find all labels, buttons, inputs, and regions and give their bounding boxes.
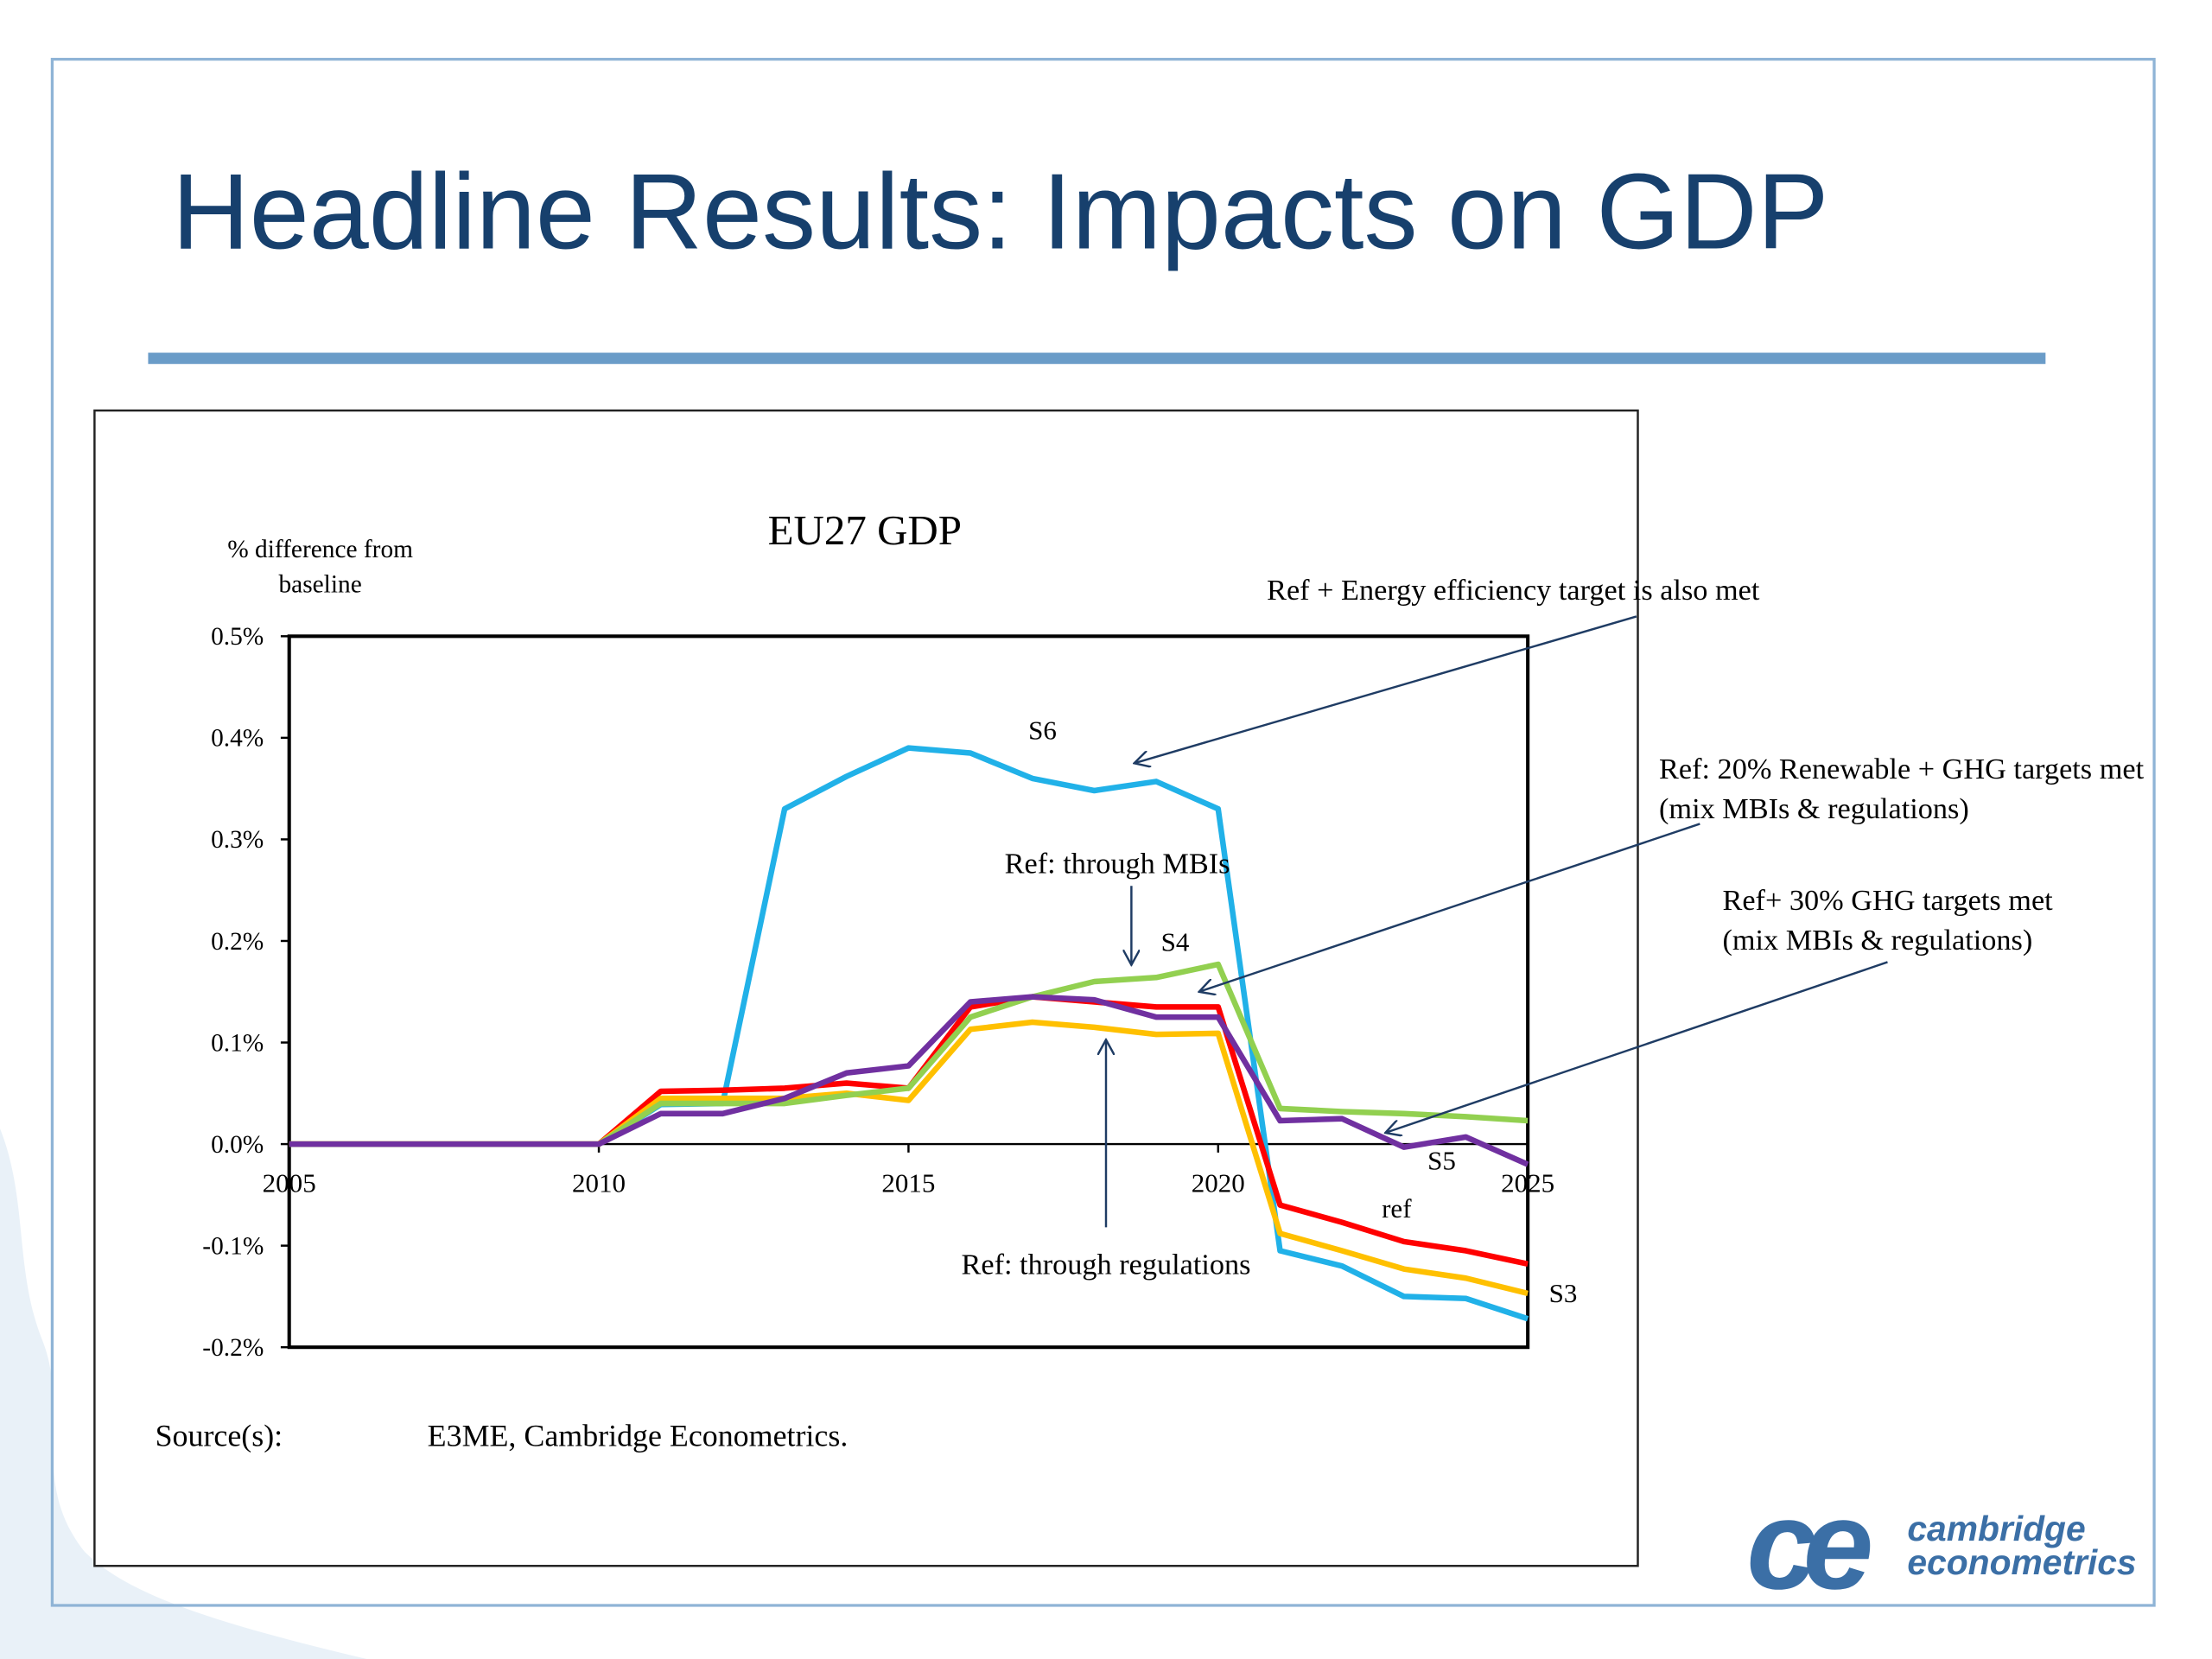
annotation: (mix MBIs & regulations) xyxy=(1722,924,2032,957)
annotation-arrow xyxy=(1385,961,1888,1133)
decoration xyxy=(0,1128,367,1659)
y-tick-label: 0.5% xyxy=(211,623,264,651)
x-tick-label: 2025 xyxy=(1501,1168,1554,1198)
series-label: ref xyxy=(1382,1193,1412,1224)
series-label: S4 xyxy=(1161,926,1190,957)
annotation: Ref+ 30% GHG targets met xyxy=(1722,884,2053,917)
y-tick-label: 0.2% xyxy=(211,928,264,956)
annotation-arrow xyxy=(1199,823,1700,991)
annotation: Ref: through MBIs xyxy=(1005,848,1230,880)
logo-text: econometrics xyxy=(1907,1542,2136,1582)
title-rule xyxy=(148,353,2046,365)
annotation: Ref: 20% Renewable + GHG targets met xyxy=(1659,753,2145,785)
x-tick-label: 2015 xyxy=(881,1168,935,1198)
y-tick-label: 0.1% xyxy=(211,1029,264,1057)
slide-title: Headline Results: Impacts on GDP xyxy=(172,152,1828,271)
series-line xyxy=(289,994,1529,1167)
y-tick-label: 0.0% xyxy=(211,1131,264,1159)
y-tick-label: 0.4% xyxy=(211,725,264,753)
y-tick-label: 0.3% xyxy=(211,826,264,854)
series-label: S5 xyxy=(1427,1145,1456,1175)
y-axis-label: % difference from xyxy=(227,536,413,563)
y-axis-label: baseline xyxy=(278,571,361,599)
chart-title: EU27 GDP xyxy=(768,506,962,554)
x-tick-label: 2020 xyxy=(1192,1168,1245,1198)
x-tick-label: 2010 xyxy=(572,1168,626,1198)
source-label: Source(s): xyxy=(156,1418,283,1452)
annotation: Ref: through regulations xyxy=(962,1248,1251,1281)
annotation: Ref + Energy efficiency target is also m… xyxy=(1267,574,1760,607)
annotation-arrow xyxy=(1135,615,1637,763)
logo-text: cambridge xyxy=(1907,1509,2085,1548)
source: E3ME, Cambridge Econometrics. xyxy=(428,1418,849,1452)
x-tick-label: 2005 xyxy=(263,1168,316,1198)
series-label: S3 xyxy=(1549,1278,1578,1308)
plot: -0.2% -0.1% 0.0% 0.1% 0.2% 0.3% 0.4% 0.5% 2005 20… xyxy=(202,623,1577,1362)
series-label: S6 xyxy=(1028,715,1057,746)
annotation: (mix MBIs & regulations) xyxy=(1659,792,1969,825)
y-tick-label: -0.1% xyxy=(202,1232,264,1260)
chart-frame xyxy=(93,409,1639,1567)
slide-border xyxy=(50,57,2156,1607)
y-tick-label: -0.2% xyxy=(202,1334,264,1362)
plot-area xyxy=(287,634,1530,1350)
logo-mark: ce xyxy=(1746,1474,1870,1616)
